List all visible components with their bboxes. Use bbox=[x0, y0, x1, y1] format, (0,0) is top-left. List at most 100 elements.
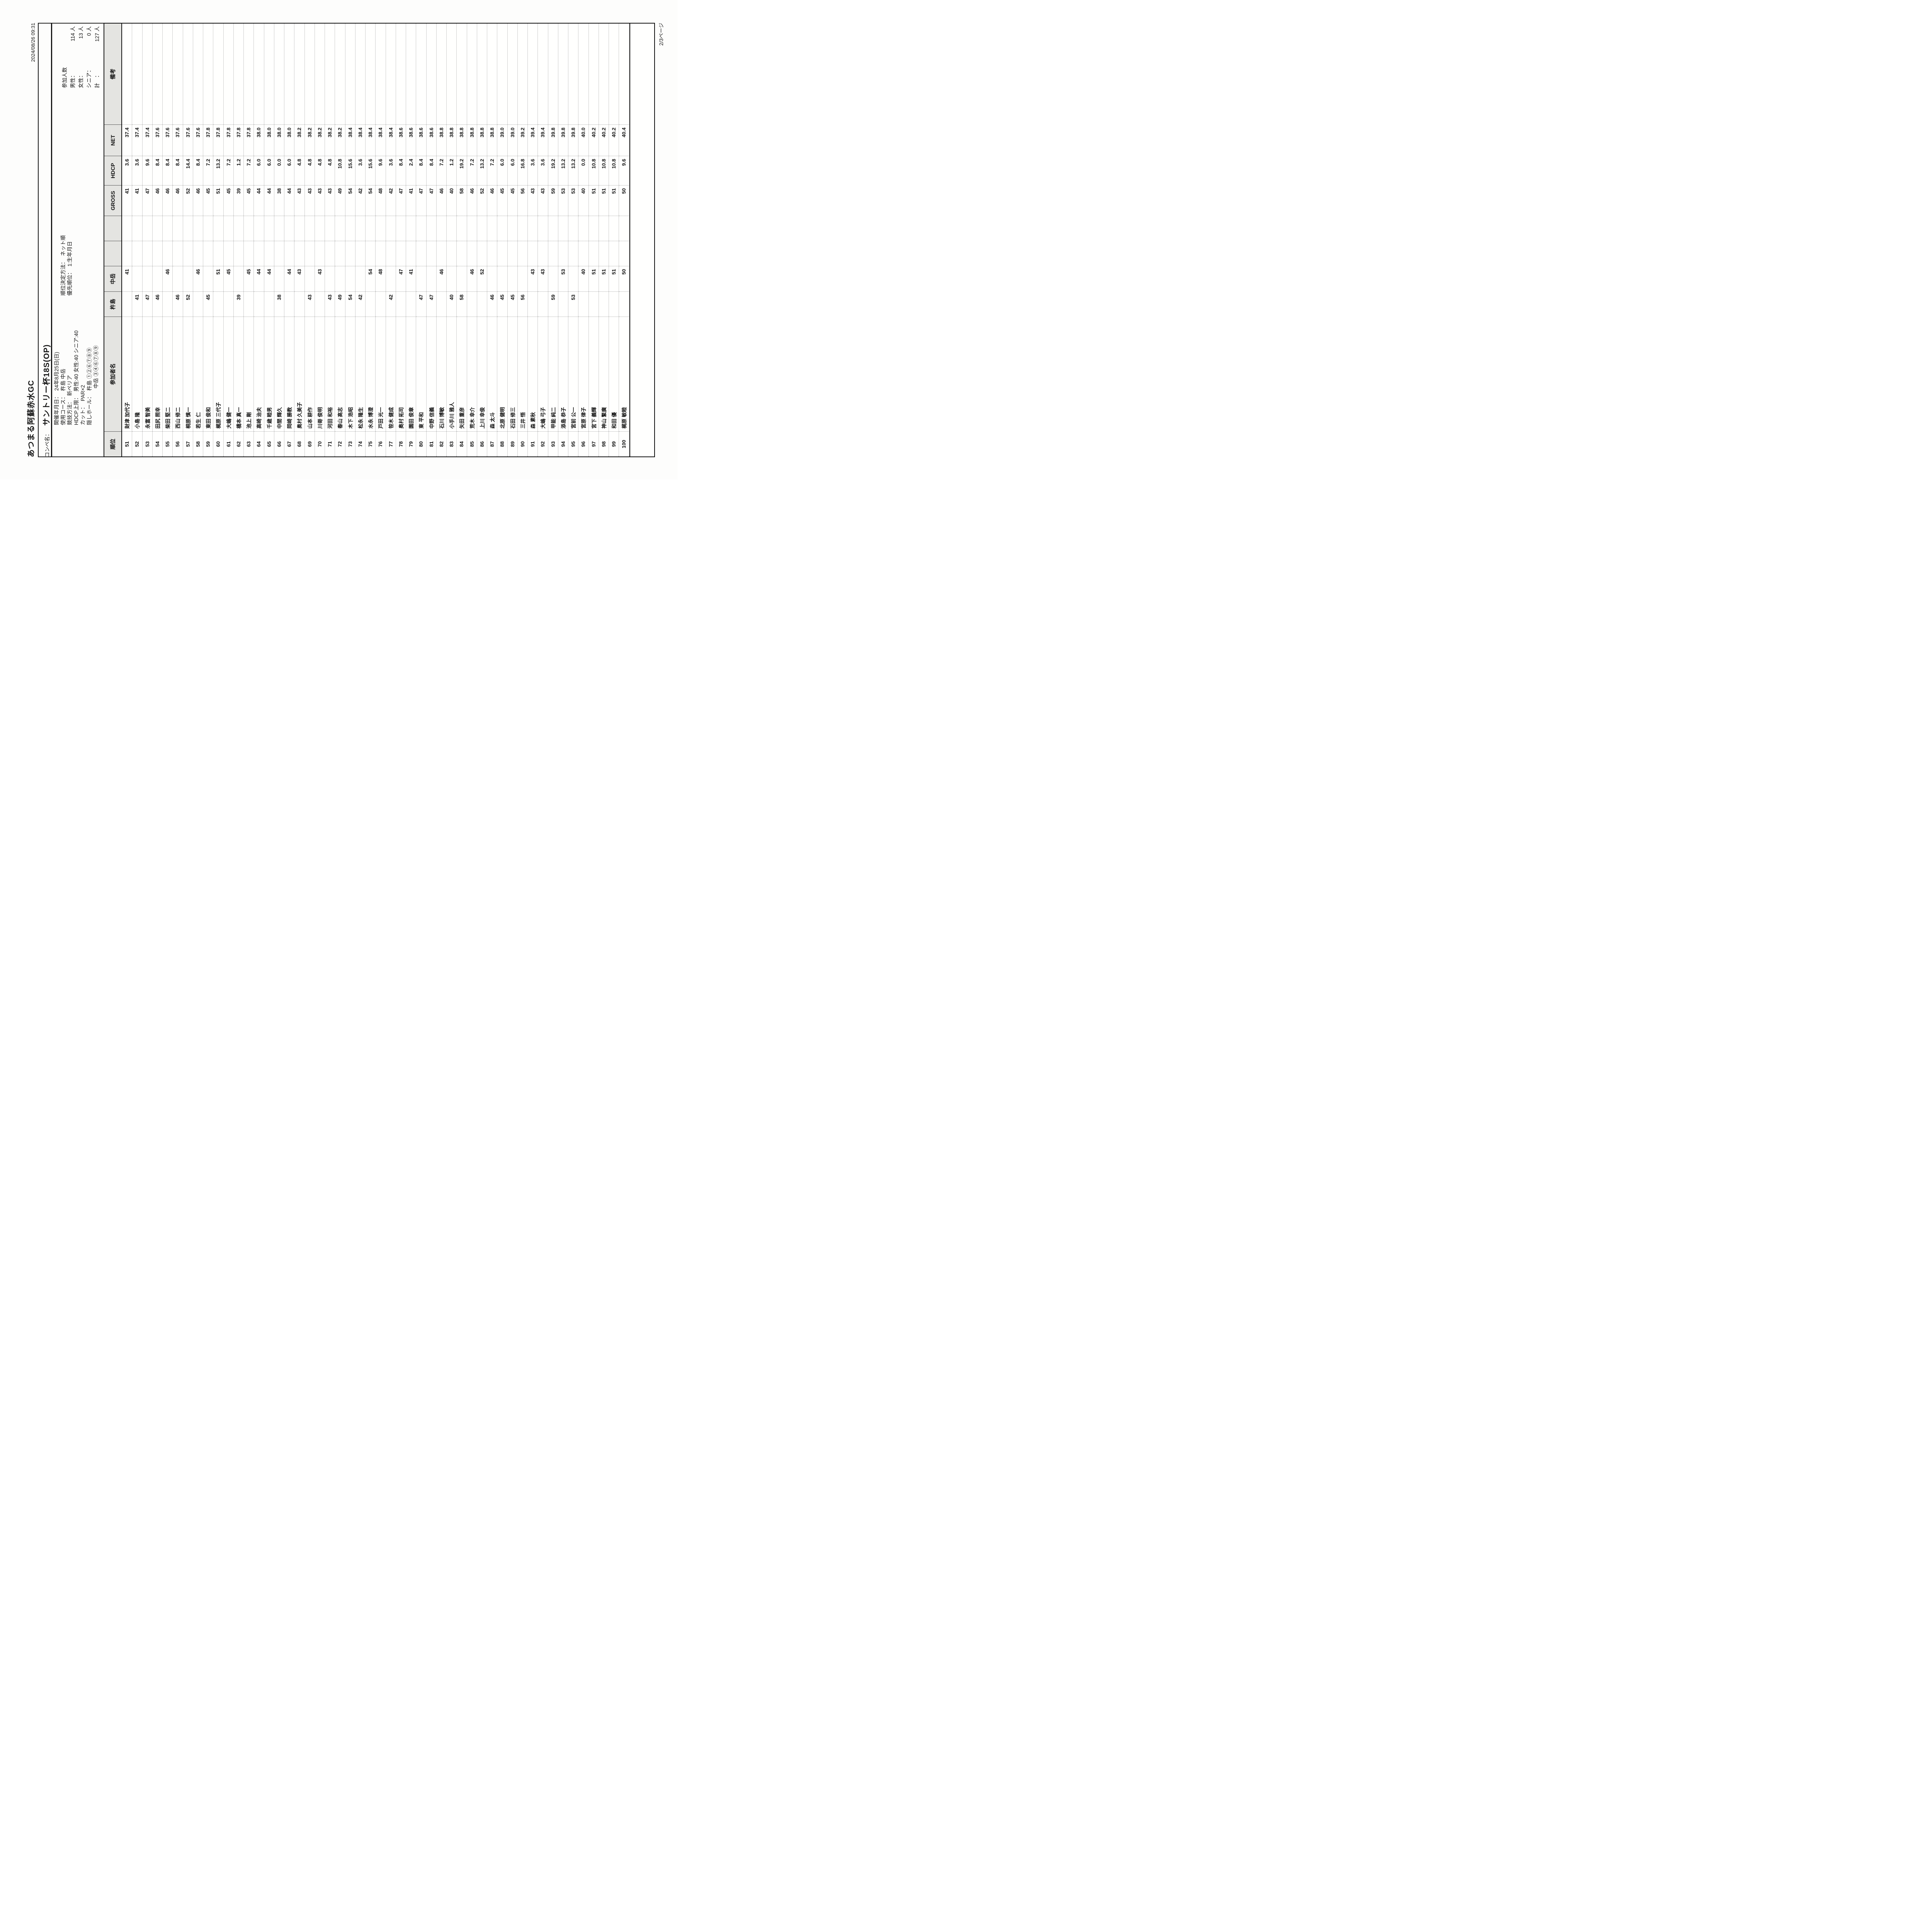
gross-cell: 43 bbox=[294, 185, 304, 216]
gross-cell: 46 bbox=[163, 185, 173, 216]
empty-cell bbox=[507, 216, 517, 241]
gross-cell: 41 bbox=[406, 185, 416, 216]
nakadake-cell bbox=[335, 266, 345, 291]
hdcp-cell: 4.8 bbox=[304, 156, 315, 185]
net-cell: 40.4 bbox=[619, 124, 629, 156]
rank-cell: 79 bbox=[406, 431, 416, 456]
name-cell: 東田 俊和 bbox=[203, 317, 213, 431]
summary-row-female: 女性： 13 人 bbox=[77, 26, 85, 88]
empty-cell bbox=[254, 216, 264, 241]
table-row: 65 千歳 睦男 44 44 6.0 38.0 bbox=[264, 24, 274, 456]
remarks-cell bbox=[497, 24, 507, 124]
remarks-cell bbox=[538, 24, 548, 124]
kijima-cell bbox=[538, 291, 548, 317]
empty-cell bbox=[436, 216, 446, 241]
net-cell: 38.2 bbox=[335, 124, 345, 156]
kijima-cell: 52 bbox=[183, 291, 193, 317]
gross-cell: 41 bbox=[132, 185, 142, 216]
nakadake-cell bbox=[233, 266, 243, 291]
hdcp-cell: 9.6 bbox=[376, 156, 386, 185]
kijima-cell: 43 bbox=[304, 291, 315, 317]
empty-cell bbox=[416, 241, 426, 266]
summary-label: 計 ： bbox=[94, 72, 100, 89]
hdcp-cell: 10.8 bbox=[335, 156, 345, 185]
empty-cell bbox=[284, 241, 294, 266]
nakadake-cell: 52 bbox=[477, 266, 487, 291]
table-row: 54 田尻 照幸 46 46 8.4 37.6 bbox=[152, 24, 163, 456]
hdcp-cell: 4.8 bbox=[294, 156, 304, 185]
kijima-cell bbox=[406, 291, 416, 317]
nakadake-cell: 46 bbox=[163, 266, 173, 291]
nakadake-cell: 45 bbox=[244, 266, 254, 291]
kijima-cell bbox=[315, 291, 325, 317]
name-cell: 荒木 幸介 bbox=[467, 317, 477, 431]
rank-cell: 84 bbox=[457, 431, 467, 456]
name-cell: 松永 隆生 bbox=[355, 317, 365, 431]
info-value: 1:生年月日 bbox=[67, 241, 73, 267]
remarks-cell bbox=[132, 24, 142, 124]
nakadake-cell bbox=[355, 266, 365, 291]
hdcp-cell: 4.8 bbox=[315, 156, 325, 185]
nakadake-cell bbox=[457, 266, 467, 291]
gross-cell: 47 bbox=[396, 185, 406, 216]
kijima-cell: 49 bbox=[335, 291, 345, 317]
empty-cell bbox=[396, 241, 406, 266]
remarks-cell bbox=[427, 24, 436, 124]
rank-cell: 97 bbox=[588, 431, 599, 456]
net-cell: 38.4 bbox=[355, 124, 365, 156]
remarks-cell bbox=[477, 24, 487, 124]
table-row: 95 宮前 公一 53 53 13.2 39.8 bbox=[568, 24, 579, 456]
table-row: 99 和田 優 51 51 10.8 40.2 bbox=[609, 24, 619, 456]
nakadake-cell bbox=[325, 266, 335, 291]
table-row: 81 中野 信義 47 47 8.4 38.6 bbox=[426, 24, 437, 456]
empty-cell bbox=[548, 241, 558, 266]
nakadake-cell: 45 bbox=[223, 266, 233, 291]
empty-cell bbox=[223, 216, 233, 241]
page-header-row: あつまる阿蘇赤水GC 2024/08/26 09:31 bbox=[25, 23, 36, 457]
empty-cell bbox=[497, 241, 507, 266]
net-cell: 38.6 bbox=[426, 124, 436, 156]
empty-cell bbox=[203, 216, 213, 241]
col-remarks-header: 備考 bbox=[110, 68, 116, 80]
empty-cell bbox=[122, 241, 132, 266]
hdcp-cell: 14.4 bbox=[183, 156, 193, 185]
table-row: 58 若生 仁 46 46 8.4 37.6 bbox=[193, 24, 203, 456]
gross-cell: 54 bbox=[366, 185, 376, 216]
table-row: 78 奥村 拓司 47 47 8.4 38.6 bbox=[396, 24, 406, 456]
empty-cell bbox=[487, 241, 497, 266]
gross-cell: 43 bbox=[315, 185, 325, 216]
nakadake-cell: 43 bbox=[538, 266, 548, 291]
net-cell: 38.0 bbox=[254, 124, 264, 156]
remarks-cell bbox=[599, 24, 609, 124]
empty-cell bbox=[152, 216, 162, 241]
nakadake-cell bbox=[517, 266, 527, 291]
empty-cell bbox=[233, 241, 243, 266]
net-cell: 37.8 bbox=[223, 124, 233, 156]
remarks-cell bbox=[437, 24, 446, 124]
nakadake-cell: 51 bbox=[599, 266, 609, 291]
name-cell: 大嶋 弓子 bbox=[538, 317, 548, 431]
hdcp-cell: 7.2 bbox=[436, 156, 446, 185]
name-cell: 和田 優 bbox=[609, 317, 619, 431]
net-cell: 38.4 bbox=[376, 124, 386, 156]
summary-title-line: 参加人数 bbox=[61, 26, 69, 88]
summary-title: 参加人数 bbox=[62, 67, 68, 88]
empty-cell bbox=[264, 216, 274, 241]
info-line-course: 使用コース： 杵島 中岳 順位決定方法： ネット順 bbox=[60, 235, 66, 426]
empty-cell bbox=[477, 216, 487, 241]
kijima-cell: 46 bbox=[173, 291, 183, 317]
table-row: 69 山本 耕作 43 43 4.8 38.2 bbox=[304, 24, 315, 456]
nakadake-cell bbox=[447, 266, 457, 291]
competition-name: サントリー杯18S(OP) bbox=[43, 344, 51, 426]
rank-cell: 64 bbox=[254, 431, 264, 456]
empty-cell bbox=[193, 241, 203, 266]
kijima-cell bbox=[588, 291, 599, 317]
gross-cell: 42 bbox=[355, 185, 365, 216]
table-row: 100 梶原 敏睦 50 50 9.6 40.4 bbox=[619, 24, 629, 456]
rank-cell: 55 bbox=[163, 431, 173, 456]
empty-cell bbox=[588, 241, 599, 266]
table-row: 53 永富 智美 47 47 9.6 37.4 bbox=[142, 24, 153, 456]
rank-cell: 100 bbox=[619, 431, 629, 456]
gross-cell: 53 bbox=[558, 185, 568, 216]
net-cell: 37.4 bbox=[122, 124, 132, 156]
